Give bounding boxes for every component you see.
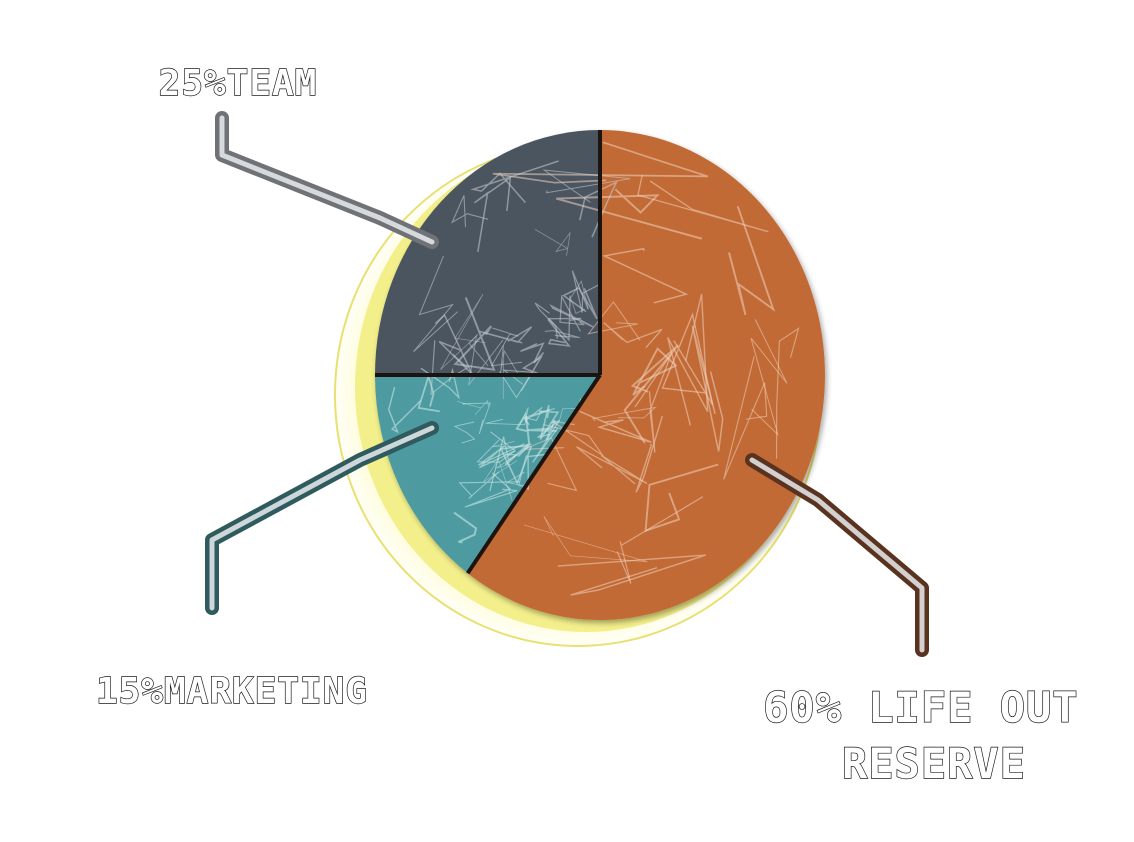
marble-vein xyxy=(635,415,664,493)
pie-slice-team xyxy=(375,130,600,375)
marble-vein xyxy=(559,294,585,332)
marble-vein xyxy=(458,471,520,499)
marble-vein xyxy=(453,297,496,372)
marble-vein xyxy=(544,330,580,339)
marble-vein xyxy=(691,325,724,452)
marble-vein xyxy=(470,160,559,204)
marble-vein xyxy=(587,301,641,341)
marble-vein xyxy=(557,554,707,596)
marble-vein xyxy=(523,406,555,426)
marble-vein xyxy=(473,175,512,253)
marble-vein xyxy=(485,407,529,426)
marble-vein xyxy=(479,326,533,344)
marble-vein xyxy=(453,421,476,444)
marble-vein xyxy=(637,174,769,233)
slice-dividers xyxy=(375,130,602,575)
marble-vein xyxy=(750,319,788,437)
marble-vein xyxy=(634,353,672,453)
marble-vein xyxy=(576,446,648,485)
leader-line-reserve-highlight xyxy=(749,457,925,653)
marble-vein xyxy=(440,294,486,370)
marble-vein xyxy=(464,472,518,508)
marble-vein xyxy=(534,302,558,339)
slice-label-marketing: 15%MARKETING xyxy=(96,671,368,712)
marble-vein xyxy=(453,511,478,544)
marble-vein xyxy=(413,255,459,353)
marble-vein xyxy=(534,228,571,256)
leader-line-team-highlight xyxy=(219,115,435,245)
marble-vein xyxy=(527,419,557,441)
marble-vein xyxy=(387,386,421,434)
marble-vein xyxy=(579,410,652,444)
marble-vein xyxy=(601,247,689,304)
marble-vein xyxy=(492,141,709,184)
marble-vein xyxy=(591,406,657,422)
leader-lines xyxy=(205,111,929,657)
marble-vein xyxy=(461,402,491,435)
marble-vein xyxy=(522,408,551,421)
marble-vein xyxy=(555,188,703,240)
marble-vein xyxy=(549,304,594,328)
marble-vein xyxy=(603,322,663,349)
marble-vein xyxy=(632,347,678,396)
pie-slice-reserve xyxy=(467,130,825,621)
slice-label-reserve: 60% LIFE OUT RESERVE xyxy=(763,683,1105,788)
marble-vein xyxy=(492,441,531,469)
marble-vein xyxy=(542,169,631,203)
marble-vein xyxy=(571,270,600,313)
marble-vein xyxy=(451,195,489,228)
marble-vein xyxy=(457,400,489,416)
marble-vein xyxy=(776,327,800,459)
marble-vein xyxy=(547,295,582,342)
slice-divider xyxy=(466,373,602,575)
marble-vein xyxy=(478,443,525,469)
leader-line-marketing-highlight xyxy=(209,425,435,611)
marble-vein xyxy=(661,312,714,406)
marble-vein xyxy=(570,280,589,314)
marble-vein xyxy=(489,436,519,492)
marble-vein xyxy=(623,344,679,444)
marble-vein xyxy=(644,463,719,533)
marble-vein xyxy=(728,205,776,316)
slice-label-team: 25%TEAM xyxy=(159,63,318,104)
marble-vein xyxy=(520,355,544,392)
marble-vein xyxy=(504,411,531,466)
leader-line-team xyxy=(215,111,439,249)
marble-vein xyxy=(523,516,648,563)
marble-vein xyxy=(579,180,619,238)
